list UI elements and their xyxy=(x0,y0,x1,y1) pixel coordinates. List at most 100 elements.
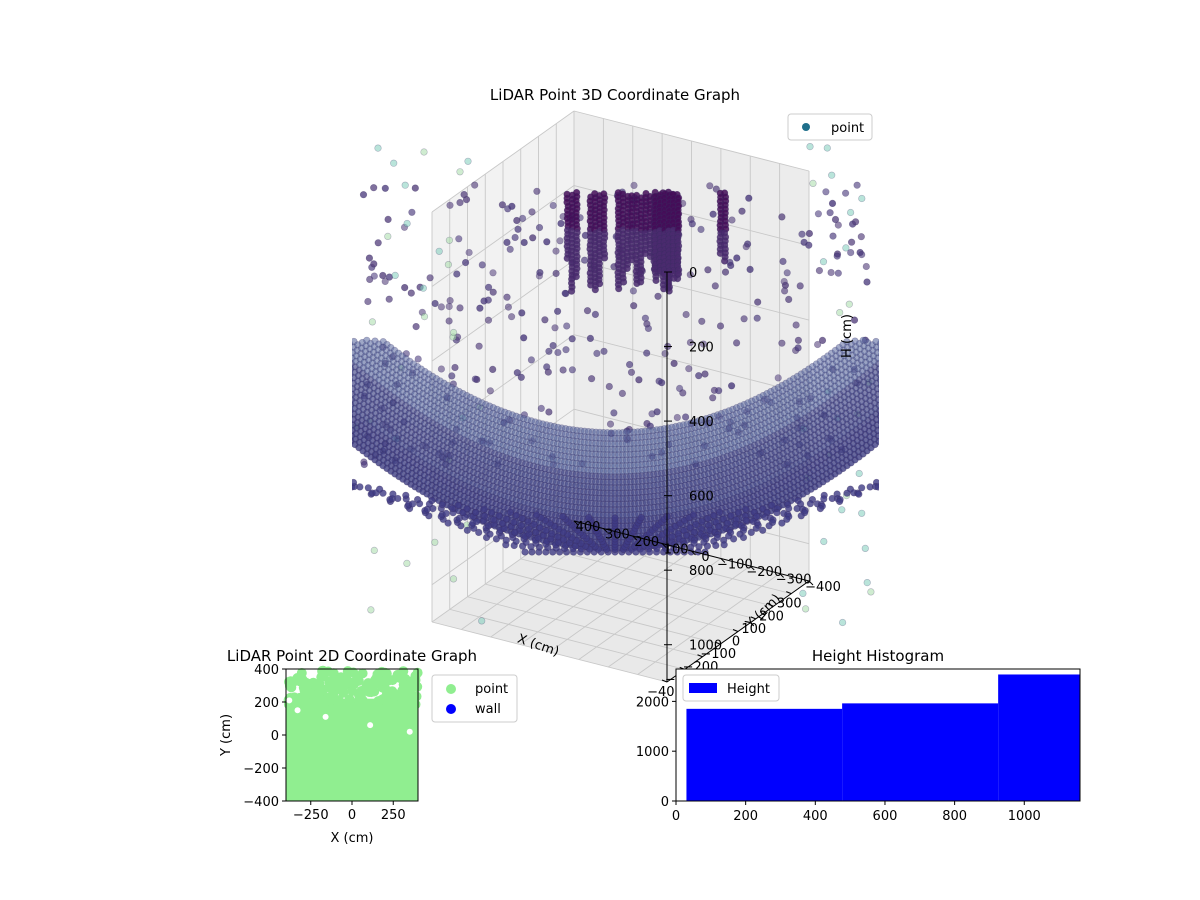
outlier-point xyxy=(842,244,850,252)
floor-point xyxy=(337,381,344,388)
scatter-point xyxy=(858,251,866,259)
floor-point xyxy=(874,483,879,491)
outlier-point xyxy=(435,247,443,255)
scatter-point xyxy=(697,225,705,233)
floor-point xyxy=(438,501,446,509)
scatter-point xyxy=(484,316,493,324)
scatter-point xyxy=(414,355,422,363)
histogram-bar xyxy=(842,703,999,801)
floor-point xyxy=(341,421,348,428)
floor-point xyxy=(336,423,343,430)
scatter-point xyxy=(698,317,706,325)
outlier-point xyxy=(858,194,866,203)
scatter-point xyxy=(412,323,420,331)
outlier-point xyxy=(444,261,453,269)
scatter-point xyxy=(780,277,788,286)
floor-point xyxy=(878,352,879,357)
chart-histogram: Height Histogram 0 200 400 600 800 1000010002… xyxy=(636,647,1081,824)
floor-point xyxy=(336,428,343,435)
scatter-point xyxy=(475,342,483,350)
scatter-point xyxy=(630,181,638,189)
data-point xyxy=(311,698,322,709)
data-point xyxy=(305,689,316,700)
y-tick-label: −100 xyxy=(717,558,753,573)
scatter-point xyxy=(370,260,378,268)
floor-point xyxy=(338,406,345,413)
floor-point xyxy=(342,410,349,417)
floor-point xyxy=(334,408,341,415)
scatter-point xyxy=(471,375,479,383)
scatter-point xyxy=(543,238,551,246)
floor-point xyxy=(344,429,351,436)
floor-point xyxy=(692,520,700,529)
y-tick-label: 0 xyxy=(271,729,279,744)
floor-point xyxy=(339,401,346,408)
scatter-point xyxy=(727,382,736,390)
scatter-point xyxy=(407,289,415,297)
scatter-point xyxy=(426,274,434,282)
scatter-point xyxy=(518,309,526,317)
scatter-point xyxy=(833,252,841,260)
outlier-point xyxy=(374,144,382,152)
wall-point xyxy=(674,270,683,278)
y-tick-label: 200 xyxy=(254,696,279,711)
scatter-point xyxy=(670,359,678,368)
floor-point xyxy=(352,383,353,388)
outlier-point xyxy=(420,148,428,156)
floor-point xyxy=(886,381,893,388)
outlier-point xyxy=(456,168,464,176)
gap xyxy=(322,713,329,720)
y-tick-label: 0 xyxy=(701,550,709,565)
scatter-point xyxy=(583,307,592,315)
floor-point xyxy=(880,435,887,442)
scatter-point xyxy=(847,238,856,246)
scatter-point xyxy=(774,374,782,382)
outlier-point xyxy=(845,300,853,308)
histogram-bar xyxy=(998,674,1080,801)
scatter-point xyxy=(545,408,553,416)
scatter-point xyxy=(630,302,638,310)
floor-point xyxy=(341,348,348,355)
scatter-point xyxy=(699,340,708,348)
scatter-point xyxy=(411,184,419,192)
scatter-point xyxy=(728,216,736,224)
data-point xyxy=(372,678,382,689)
data-point xyxy=(361,681,372,692)
x-tick-label: 0 xyxy=(732,635,740,650)
floor-point xyxy=(559,512,567,521)
floor-point xyxy=(887,423,894,430)
floor-point xyxy=(878,395,879,398)
scatter-point xyxy=(551,324,559,332)
outlier-point xyxy=(391,271,399,280)
z-tick-label: 200 xyxy=(689,341,714,356)
data-point xyxy=(317,684,328,695)
grid-line xyxy=(573,259,810,321)
outlier-point xyxy=(401,181,409,189)
floor-point xyxy=(886,417,893,424)
scatter-point xyxy=(794,344,802,352)
scatter-point xyxy=(587,375,596,383)
scatter-point xyxy=(851,218,860,226)
scatter-point xyxy=(545,347,553,355)
scatter-point xyxy=(520,334,528,342)
grid-line xyxy=(431,185,575,287)
floor-point xyxy=(352,413,354,419)
outlier-point xyxy=(403,559,411,568)
floor-point xyxy=(272,455,279,462)
scatter-point xyxy=(514,225,522,233)
legend-label-height: Height xyxy=(727,682,770,697)
scatter-point xyxy=(655,377,663,385)
wall-point xyxy=(619,278,628,286)
floor-point xyxy=(536,523,544,532)
floor-point xyxy=(454,501,462,509)
scatter-point xyxy=(511,233,519,242)
scatter-point xyxy=(513,369,521,377)
floor-point xyxy=(343,368,350,375)
scatter-point xyxy=(580,256,589,264)
outlier-point xyxy=(419,284,427,292)
grid-line xyxy=(431,110,575,213)
scatter-point xyxy=(716,322,725,330)
floor-point xyxy=(344,435,351,442)
scatter-point xyxy=(826,209,834,217)
scatter-point xyxy=(506,245,514,253)
